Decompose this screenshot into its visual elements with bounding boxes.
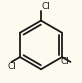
Text: Cl: Cl [61,57,70,66]
Text: Cl: Cl [7,62,16,71]
Text: Cl: Cl [42,2,51,11]
